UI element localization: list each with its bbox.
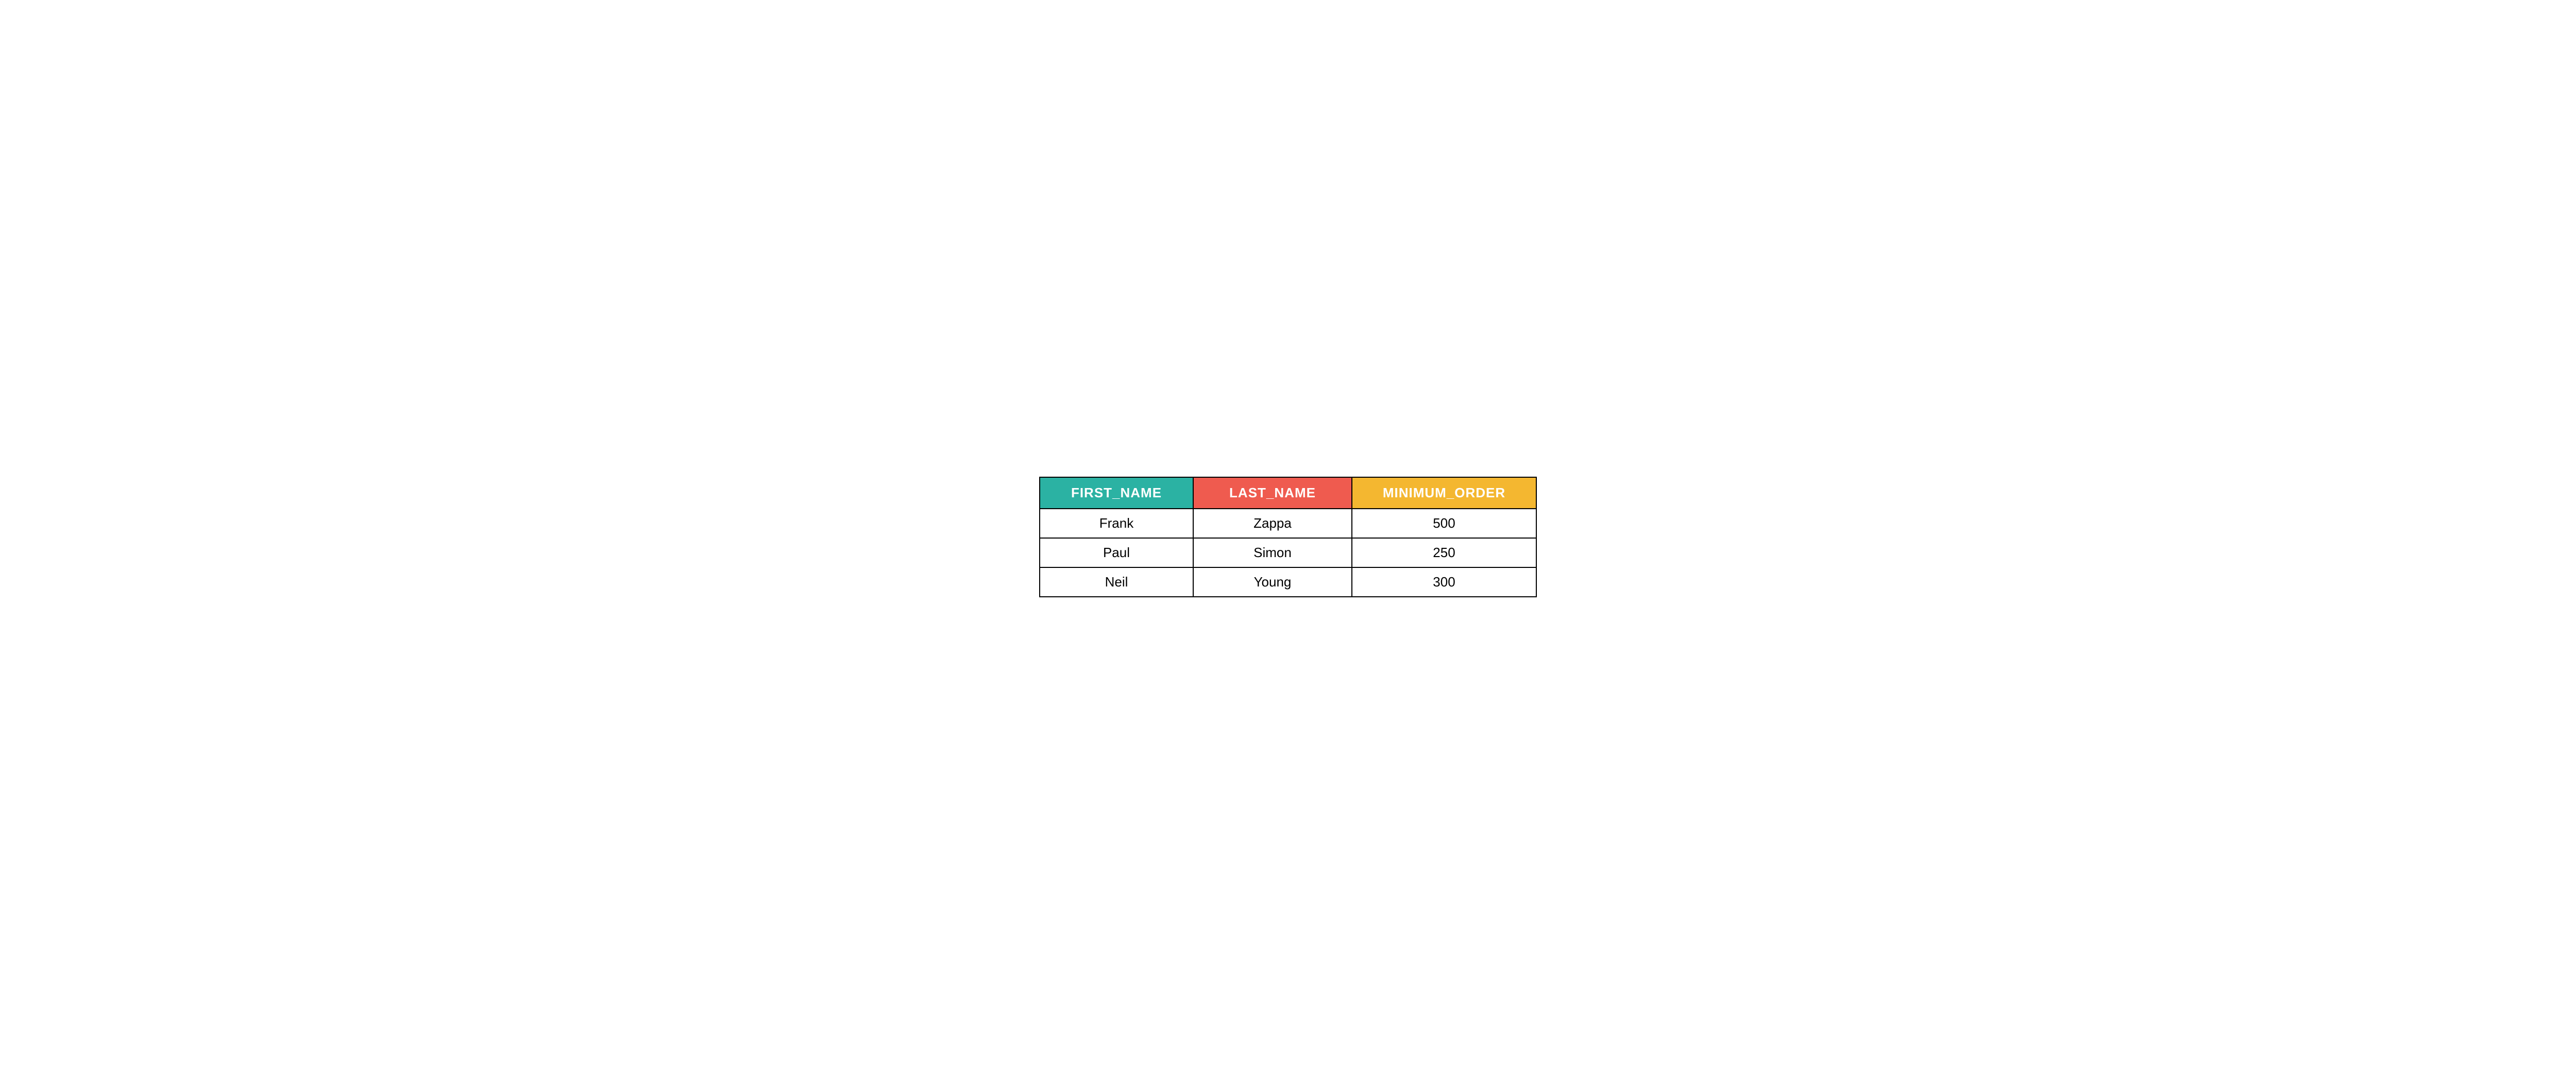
col-header-first-name: FIRST_NAME: [1040, 477, 1193, 509]
cell-last-name: Zappa: [1193, 509, 1352, 538]
cell-first-name: Neil: [1040, 567, 1193, 597]
table-body: Frank Zappa 500 Paul Simon 250 Neil Youn…: [1040, 509, 1536, 597]
cell-min-order: 250: [1352, 538, 1536, 567]
table-row: Paul Simon 250: [1040, 538, 1536, 567]
cell-min-order: 500: [1352, 509, 1536, 538]
cell-last-name: Young: [1193, 567, 1352, 597]
table-header-row: FIRST_NAME LAST_NAME MINIMUM_ORDER: [1040, 477, 1536, 509]
cell-min-order: 300: [1352, 567, 1536, 597]
table-row: Neil Young 300: [1040, 567, 1536, 597]
data-table: FIRST_NAME LAST_NAME MINIMUM_ORDER Frank…: [1039, 477, 1537, 597]
cell-last-name: Simon: [1193, 538, 1352, 567]
table-head: FIRST_NAME LAST_NAME MINIMUM_ORDER: [1040, 477, 1536, 509]
table-row: Frank Zappa 500: [1040, 509, 1536, 538]
cell-first-name: Frank: [1040, 509, 1193, 538]
cell-first-name: Paul: [1040, 538, 1193, 567]
col-header-last-name: LAST_NAME: [1193, 477, 1352, 509]
col-header-minimum-order: MINIMUM_ORDER: [1352, 477, 1536, 509]
